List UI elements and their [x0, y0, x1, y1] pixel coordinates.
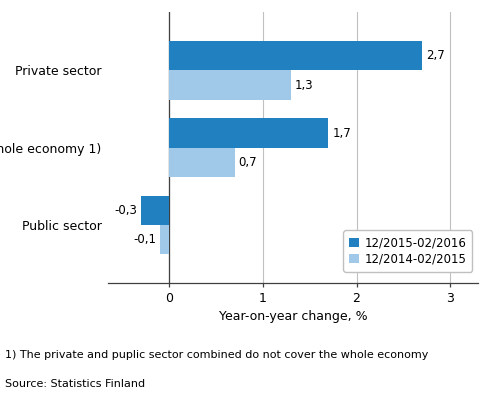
Bar	[169, 70, 291, 100]
Bar	[169, 41, 422, 70]
Text: -0,3: -0,3	[114, 204, 138, 217]
Text: 1) The private and puplic sector combined do not cover the whole economy: 1) The private and puplic sector combine…	[5, 350, 428, 360]
Text: 0,7: 0,7	[239, 156, 257, 169]
Bar	[160, 225, 169, 254]
X-axis label: Year-on-year change, %: Year-on-year change, %	[219, 310, 368, 324]
Bar	[169, 118, 328, 148]
Text: 2,7: 2,7	[426, 49, 445, 62]
Text: 1,7: 1,7	[332, 126, 351, 139]
Bar	[141, 196, 169, 225]
Legend: 12/2015-02/2016, 12/2014-02/2015: 12/2015-02/2016, 12/2014-02/2015	[343, 230, 472, 272]
Text: Source: Statistics Finland: Source: Statistics Finland	[5, 379, 145, 389]
Text: 1,3: 1,3	[295, 79, 314, 92]
Bar	[169, 148, 235, 177]
Text: -0,1: -0,1	[133, 233, 156, 246]
